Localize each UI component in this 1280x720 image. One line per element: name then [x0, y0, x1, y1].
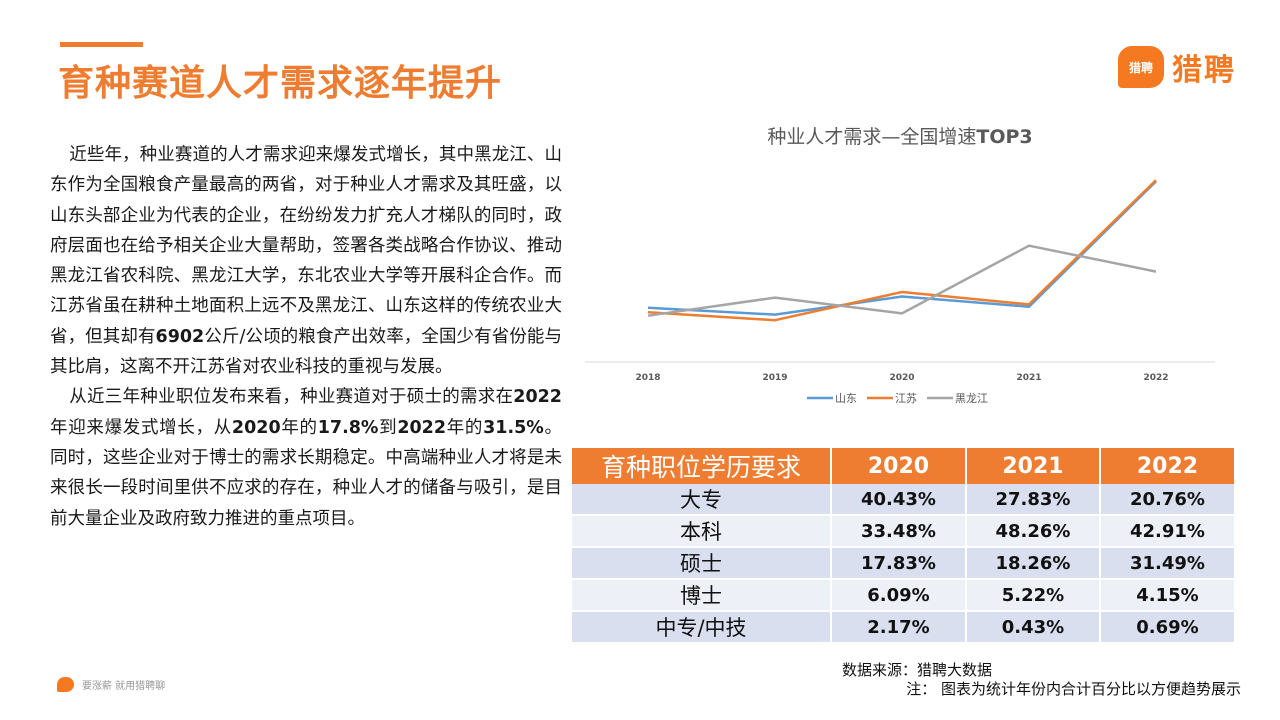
percentage-cell: 31.49% — [1100, 547, 1234, 580]
series-line — [647, 244, 1157, 317]
text-run: 。同时，这些企业对于博士的需求长期稳定。中高端种业人才将是未来很长一段时间里供不… — [50, 417, 563, 529]
education-level-cell: 大专 — [572, 484, 832, 516]
chart-note: 注： 图表为统计年份内合计百分比以方便趋势展示 — [906, 680, 1241, 698]
paragraph-2: 从近三年种业职位发布来看，种业赛道对于硕士的需求在2022年迎来爆发式增长，从2… — [50, 382, 562, 533]
legend-label: 山东 — [835, 392, 857, 405]
series-line — [647, 180, 1157, 316]
bold-figure: 31.5% — [483, 417, 544, 438]
text-run: 公斤/公顷的粮食产出效率，全国少有省份能与其比肩，这离不开江苏省对农业科技的重视… — [50, 326, 562, 378]
education-level-cell: 博士 — [572, 579, 832, 612]
text-run: 年的 — [446, 417, 484, 438]
x-tick-label: 2019 — [762, 373, 787, 383]
text-run: 近些年，种业赛道的人才需求迎来爆发式增长，其中黑龙江、山东作为全国粮食产量最高的… — [50, 145, 562, 347]
footer: 要涨薪 就用猎聘聊 — [57, 677, 165, 692]
bold-figure: 2022 — [513, 387, 562, 408]
title-accent-bar — [60, 42, 143, 47]
legend-label: 江苏 — [895, 392, 917, 405]
x-tick-label: 2018 — [635, 373, 660, 383]
percentage-cell: 0.43% — [966, 611, 1101, 644]
percentage-cell: 2.17% — [831, 611, 967, 644]
percentage-cell: 48.26% — [966, 515, 1101, 548]
body-text: 近些年，种业赛道的人才需求迎来爆发式增长，其中黑龙江、山东作为全国粮食产量最高的… — [50, 140, 562, 534]
data-source: 数据来源：猎聘大数据 — [842, 661, 993, 679]
x-tick-label: 2021 — [1016, 373, 1041, 383]
x-tick-label: 2020 — [889, 373, 914, 383]
table-row: 中专/中技 2.17% 0.43% 0.69% — [572, 611, 1234, 644]
percentage-cell: 40.43% — [831, 484, 967, 516]
bold-figure: 2022 — [397, 417, 447, 438]
liepin-logo-icon: 猎聘 — [1118, 46, 1164, 88]
percentage-cell: 33.48% — [831, 515, 967, 548]
table-row: 硕士 17.83% 18.26% 31.49% — [572, 547, 1234, 580]
education-level-cell: 硕士 — [572, 547, 832, 580]
education-level-cell: 中专/中技 — [572, 611, 832, 644]
percentage-cell: 17.83% — [831, 547, 967, 580]
percentage-cell: 0.69% — [1100, 611, 1234, 644]
text-run: 年迎来爆发式增长，从 — [50, 417, 232, 438]
text-run: 年的 — [280, 417, 318, 438]
logo-mark-text: 猎聘 — [1128, 60, 1153, 75]
table-header-label: 育种职位学历要求 — [572, 448, 832, 484]
percentage-cell: 20.76% — [1100, 484, 1234, 516]
bold-figure: 2020 — [231, 417, 281, 438]
table-row: 本科 33.48% 48.26% 42.91% — [572, 515, 1234, 548]
percentage-cell: 5.22% — [966, 579, 1101, 612]
logo-text: 猎聘 — [1172, 53, 1236, 88]
bold-figure: 6902 — [155, 326, 205, 347]
table-row: 博士 6.09% 5.22% 4.15% — [572, 579, 1234, 612]
table-header-row: 育种职位学历要求 2020 2021 2022 — [572, 448, 1234, 484]
footer-slogan: 要涨薪 就用猎聘聊 — [82, 681, 166, 692]
page-title: 育种赛道人才需求逐年提升 — [58, 63, 503, 104]
x-tick-label: 2022 — [1143, 373, 1168, 383]
chart-title-plain: 种业人才需求—全国增速 — [767, 126, 977, 148]
percentage-cell: 4.15% — [1100, 579, 1234, 612]
liepin-logo: 猎聘 猎聘 — [1118, 45, 1236, 89]
percentage-cell: 27.83% — [966, 484, 1101, 516]
education-table: 育种职位学历要求 2020 2021 2022 大专 40.43% 27.83% 20.76… — [572, 448, 1234, 644]
text-run: 到 — [378, 417, 398, 438]
percentage-cell: 6.09% — [831, 579, 967, 612]
text-run: 从近三年种业职位发布来看，种业赛道对于硕士的需求在 — [69, 387, 514, 408]
chart-title-bold: TOP3 — [976, 126, 1033, 148]
chat-bubble-icon — [57, 677, 74, 692]
table-row: 大专 40.43% 27.83% 20.76% — [572, 484, 1234, 516]
series-line — [647, 179, 1157, 322]
table-header-year: 2021 — [966, 448, 1101, 484]
paragraph-1: 近些年，种业赛道的人才需求迎来爆发式增长，其中黑龙江、山东作为全国粮食产量最高的… — [50, 140, 562, 382]
line-chart: 2018 2019 2020 2021 2022 山东 江苏 黑龙江 — [585, 179, 1215, 405]
table-header-year: 2022 — [1100, 448, 1234, 484]
percentage-cell: 18.26% — [966, 547, 1101, 580]
legend-label: 黑龙江 — [955, 392, 988, 405]
chart-title: 种业人才需求—全国增速TOP3 — [700, 122, 1100, 149]
education-level-cell: 本科 — [572, 515, 832, 548]
table-header-year: 2020 — [831, 448, 967, 484]
bold-figure: 17.8% — [317, 417, 379, 438]
percentage-cell: 42.91% — [1100, 515, 1234, 548]
